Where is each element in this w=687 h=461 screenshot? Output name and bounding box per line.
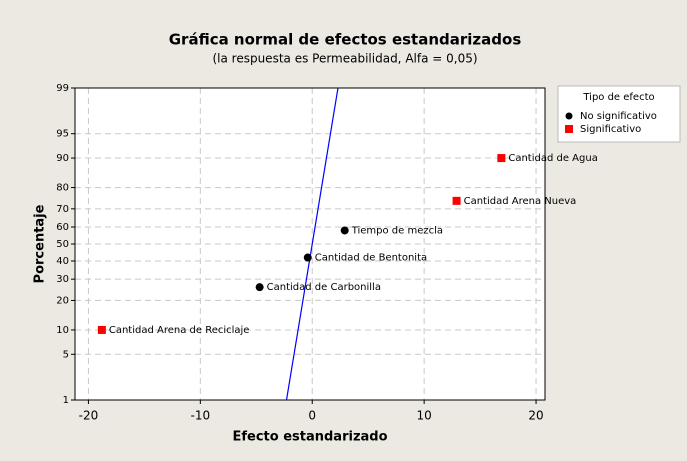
x-tick-label: 20: [528, 409, 543, 423]
point-label: Cantidad de Bentonita: [315, 253, 427, 264]
point: [452, 196, 461, 205]
y-tick-label: 80: [56, 183, 69, 194]
y-tick-label: 95: [56, 129, 69, 140]
y-tick-label: 60: [56, 222, 69, 233]
point-label: Cantidad de Agua: [508, 153, 597, 164]
legend-label: Significativo: [580, 124, 641, 135]
point: [497, 154, 506, 163]
legend-marker: [565, 112, 573, 120]
x-tick-label: 10: [417, 409, 432, 423]
y-tick-label: 10: [56, 325, 69, 336]
y-tick-label: 70: [56, 204, 69, 215]
point-label: Cantidad Arena Nueva: [464, 196, 577, 207]
plot-frame: [74, 87, 546, 401]
x-axis-label: Efecto estandarizado: [232, 430, 387, 445]
x-tick-label: -10: [191, 409, 211, 423]
point: [97, 325, 106, 334]
chart-title: Gráfica normal de efectos estandarizados: [169, 31, 522, 49]
point: [340, 226, 349, 235]
y-tick-label: 99: [56, 83, 69, 94]
point-label: Cantidad Arena de Reciclaje: [109, 325, 250, 336]
reference-line: [285, 87, 339, 401]
x-tick-label: -20: [79, 409, 99, 423]
y-axis-label: Porcentaje: [33, 204, 48, 283]
legend-marker: [565, 125, 573, 133]
point-label: Cantidad de Carbonilla: [267, 282, 381, 293]
legend-title: Tipo de efecto: [582, 92, 654, 103]
legend-box: [557, 85, 681, 143]
point-label: Tiempo de mezcla: [351, 225, 443, 236]
y-tick-label: 40: [56, 256, 69, 267]
chart-subtitle: (la respuesta es Permeabilidad, Alfa = 0…: [212, 52, 477, 66]
y-tick-label: 1: [63, 395, 69, 406]
legend-label: No significativo: [580, 111, 657, 122]
y-tick-label: 20: [56, 295, 69, 306]
point: [255, 283, 264, 292]
y-tick-label: 90: [56, 153, 69, 164]
y-tick-label: 5: [63, 349, 69, 360]
x-tick-label: 0: [308, 409, 316, 423]
y-tick-label: 30: [56, 274, 69, 285]
point: [303, 253, 312, 262]
y-tick-label: 50: [56, 239, 69, 250]
